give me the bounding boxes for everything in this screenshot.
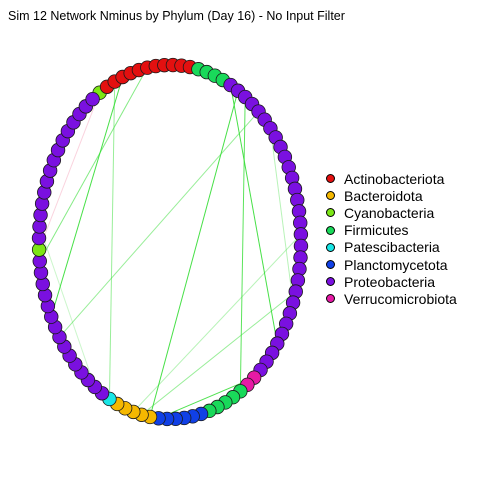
- legend-swatch: [326, 294, 335, 304]
- legend-item: Planctomycetota: [326, 256, 457, 273]
- legend-item: Actinobacteriota: [326, 170, 457, 187]
- node-layer: [31, 57, 309, 427]
- legend-label: Proteobacteria: [344, 273, 436, 290]
- legend-swatch: [326, 277, 335, 287]
- edge: [230, 84, 278, 344]
- edge: [39, 226, 96, 388]
- edge: [39, 67, 148, 262]
- legend-swatch: [326, 191, 335, 201]
- edge-layer: [38, 67, 302, 419]
- edge: [158, 377, 255, 419]
- edge: [108, 81, 116, 399]
- legend-swatch: [326, 260, 335, 270]
- legend-item: Proteobacteria: [326, 273, 457, 290]
- legend: Actinobacteriota Bacteroidota Cyanobacteri…: [326, 170, 457, 308]
- legend-label: Bacteroidota: [344, 187, 423, 204]
- edge: [50, 76, 124, 317]
- network-node: [85, 92, 100, 107]
- legend-swatch: [326, 208, 335, 218]
- edge: [239, 97, 246, 392]
- legend-label: Planctomycetota: [344, 256, 448, 273]
- legend-item: Verrucomicrobiota: [326, 290, 457, 307]
- edge: [269, 128, 294, 303]
- legend-swatch: [326, 242, 335, 252]
- legend-label: Patescibacteria: [344, 239, 440, 256]
- edge: [149, 90, 239, 418]
- legend-swatch: [326, 174, 335, 184]
- legend-item: Patescibacteria: [326, 239, 457, 256]
- legend-swatch: [326, 225, 335, 235]
- chart-title: Sim 12 Network Nminus by Phylum (Day 16)…: [8, 9, 345, 23]
- edge: [59, 111, 259, 338]
- legend-label: Actinobacteriota: [344, 170, 445, 187]
- edge: [38, 92, 101, 250]
- legend-item: Cyanobacteria: [326, 204, 457, 221]
- edge: [141, 291, 297, 416]
- legend-label: Cyanobacteria: [344, 204, 435, 221]
- legend-item: Firmicutes: [326, 222, 457, 239]
- legend-item: Bacteroidota: [326, 187, 457, 204]
- edge: [132, 234, 302, 413]
- legend-label: Verrucomicrobiota: [344, 290, 457, 307]
- legend-label: Firmicutes: [344, 222, 409, 239]
